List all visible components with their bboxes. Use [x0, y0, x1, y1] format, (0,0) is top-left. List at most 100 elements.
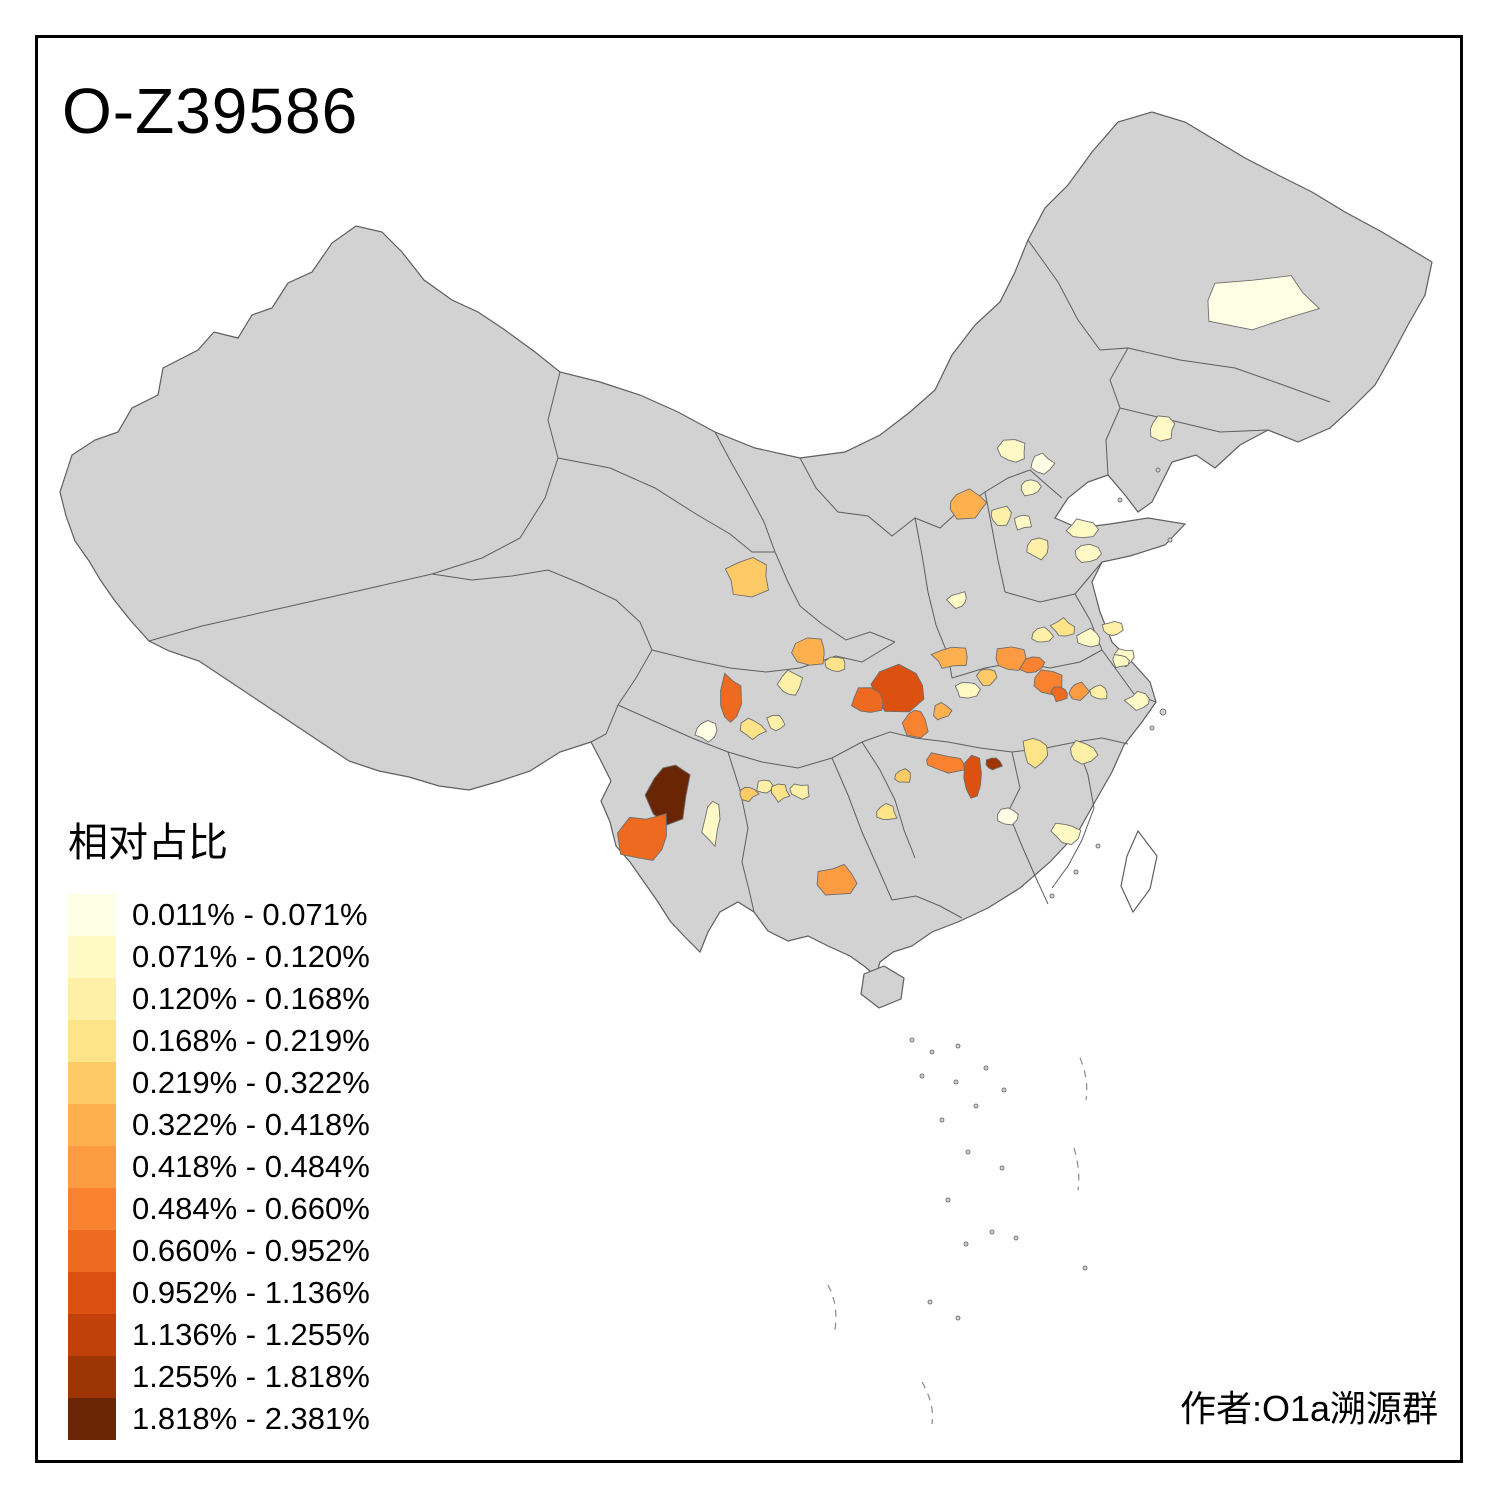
legend-label-6: 0.322% - 0.418%	[132, 1107, 370, 1142]
legend-swatch-7	[68, 1146, 116, 1188]
map-region-22	[1031, 626, 1055, 643]
attribution-text: 作者:O1a溯源群	[1179, 1388, 1438, 1429]
page-title: O-Z39586	[62, 75, 359, 147]
legend-row-6: 0.322% - 0.418%	[68, 1104, 370, 1146]
legend-row-13: 1.818% - 2.381%	[68, 1398, 370, 1440]
legend-row-12: 1.255% - 1.818%	[68, 1356, 370, 1398]
map-region-6	[949, 488, 988, 520]
legend-swatch-1	[68, 894, 116, 936]
map-region-39	[739, 717, 768, 741]
map-region-37	[720, 672, 742, 723]
legend-swatch-5	[68, 1062, 116, 1104]
map-region-44	[997, 807, 1019, 826]
map-region-30	[933, 701, 953, 721]
legend-swatch-9	[68, 1230, 116, 1272]
legend-row-7: 0.418% - 0.484%	[68, 1146, 370, 1188]
map-region-24	[1076, 627, 1101, 648]
map-region-9	[1065, 518, 1100, 539]
taiwan-island	[1120, 829, 1158, 914]
legend-row-10: 0.952% - 1.136%	[68, 1272, 370, 1314]
map-region-40	[766, 714, 786, 732]
map-region-36	[1112, 654, 1130, 669]
legend-swatch-6	[68, 1104, 116, 1146]
map-region-41	[926, 752, 965, 774]
legend-swatch-13	[68, 1398, 116, 1440]
colored-prefectures	[617, 275, 1321, 896]
map-region-13	[724, 557, 770, 598]
legend-swatch-12	[68, 1356, 116, 1398]
south-china-sea-features	[827, 1037, 1088, 1425]
map-region-42	[963, 754, 982, 799]
map-region-46	[1070, 739, 1099, 765]
legend-label-13: 1.818% - 2.381%	[132, 1401, 370, 1436]
map-region-38	[694, 720, 718, 743]
map-region-54	[789, 783, 810, 801]
legend-label-8: 0.484% - 0.660%	[132, 1191, 370, 1226]
map-region-49	[617, 813, 667, 861]
legend-label-2: 0.071% - 0.120%	[132, 939, 370, 974]
map-region-20	[995, 646, 1030, 671]
legend-label-7: 0.418% - 0.484%	[132, 1149, 370, 1184]
legend-title: 相对占比	[68, 821, 228, 865]
legend-swatch-3	[68, 978, 116, 1020]
map-region-7	[990, 505, 1012, 527]
legend-label-3: 0.120% - 0.168%	[132, 981, 370, 1016]
coastal-islands	[1049, 467, 1173, 899]
map-region-52	[756, 779, 774, 794]
map-region-19	[975, 668, 998, 687]
map-region-17	[930, 646, 968, 669]
legend-label-12: 1.255% - 1.818%	[132, 1359, 370, 1394]
legend-label-5: 0.219% - 0.322%	[132, 1065, 370, 1100]
legend-swatch-10	[68, 1272, 116, 1314]
map-region-16	[776, 669, 804, 696]
map-region-23	[1049, 617, 1076, 637]
map-region-21	[1018, 656, 1046, 674]
map-region-33	[1068, 681, 1091, 701]
map-region-45	[1022, 738, 1049, 769]
legend-swatch-2	[68, 936, 116, 978]
map-region-56	[894, 768, 911, 783]
legend-row-8: 0.484% - 0.660%	[68, 1188, 370, 1230]
legend-swatch-8	[68, 1188, 116, 1230]
legend: 相对占比 0.011% - 0.071% 0.071% - 0.120% 0.120…	[68, 810, 370, 1440]
legend-row-2: 0.071% - 0.120%	[68, 936, 370, 978]
map-region-57	[816, 863, 858, 896]
map-region-32	[1050, 686, 1068, 703]
map-region-11	[1074, 543, 1103, 563]
legend-row-9: 0.660% - 0.952%	[68, 1230, 370, 1272]
map-region-5	[1020, 479, 1042, 497]
map-region-53	[771, 783, 791, 803]
legend-swatch-4	[68, 1020, 116, 1062]
map-region-1	[1207, 275, 1321, 331]
legend-row-4: 0.168% - 0.219%	[68, 1020, 370, 1062]
hainan-island	[860, 965, 905, 1009]
legend-label-9: 0.660% - 0.952%	[132, 1233, 370, 1268]
scs-islets	[909, 1037, 1088, 1321]
map-region-8	[1013, 514, 1032, 531]
province-borders	[148, 239, 1331, 919]
map-region-55	[876, 802, 898, 820]
legend-swatch-11	[68, 1314, 116, 1356]
legend-label-10: 0.952% - 1.136%	[132, 1275, 370, 1310]
map-region-3	[996, 439, 1026, 463]
map-region-34	[1089, 684, 1108, 700]
map-region-2	[1150, 415, 1176, 442]
legend-rows: 0.011% - 0.071% 0.071% - 0.120% 0.120% - 0…	[68, 894, 370, 1440]
map-region-35	[1123, 690, 1150, 712]
legend-row-1: 0.011% - 0.071%	[68, 894, 370, 936]
map-region-28	[850, 687, 884, 713]
legend-row-11: 1.136% - 1.255%	[68, 1314, 370, 1356]
legend-row-3: 0.120% - 0.168%	[68, 978, 370, 1020]
legend-label-4: 0.168% - 0.219%	[132, 1023, 370, 1058]
map-region-43	[985, 757, 1004, 771]
legend-label-11: 1.136% - 1.255%	[132, 1317, 370, 1352]
map-region-15	[824, 656, 846, 673]
map-region-25	[1101, 621, 1124, 637]
map-region-50	[701, 800, 721, 848]
map-region-12	[945, 591, 967, 610]
legend-row-5: 0.219% - 0.322%	[68, 1062, 370, 1104]
map-region-4	[1030, 452, 1056, 475]
map-region-47	[1050, 822, 1082, 845]
map-region-51	[739, 787, 760, 803]
map-region-18	[954, 682, 981, 699]
